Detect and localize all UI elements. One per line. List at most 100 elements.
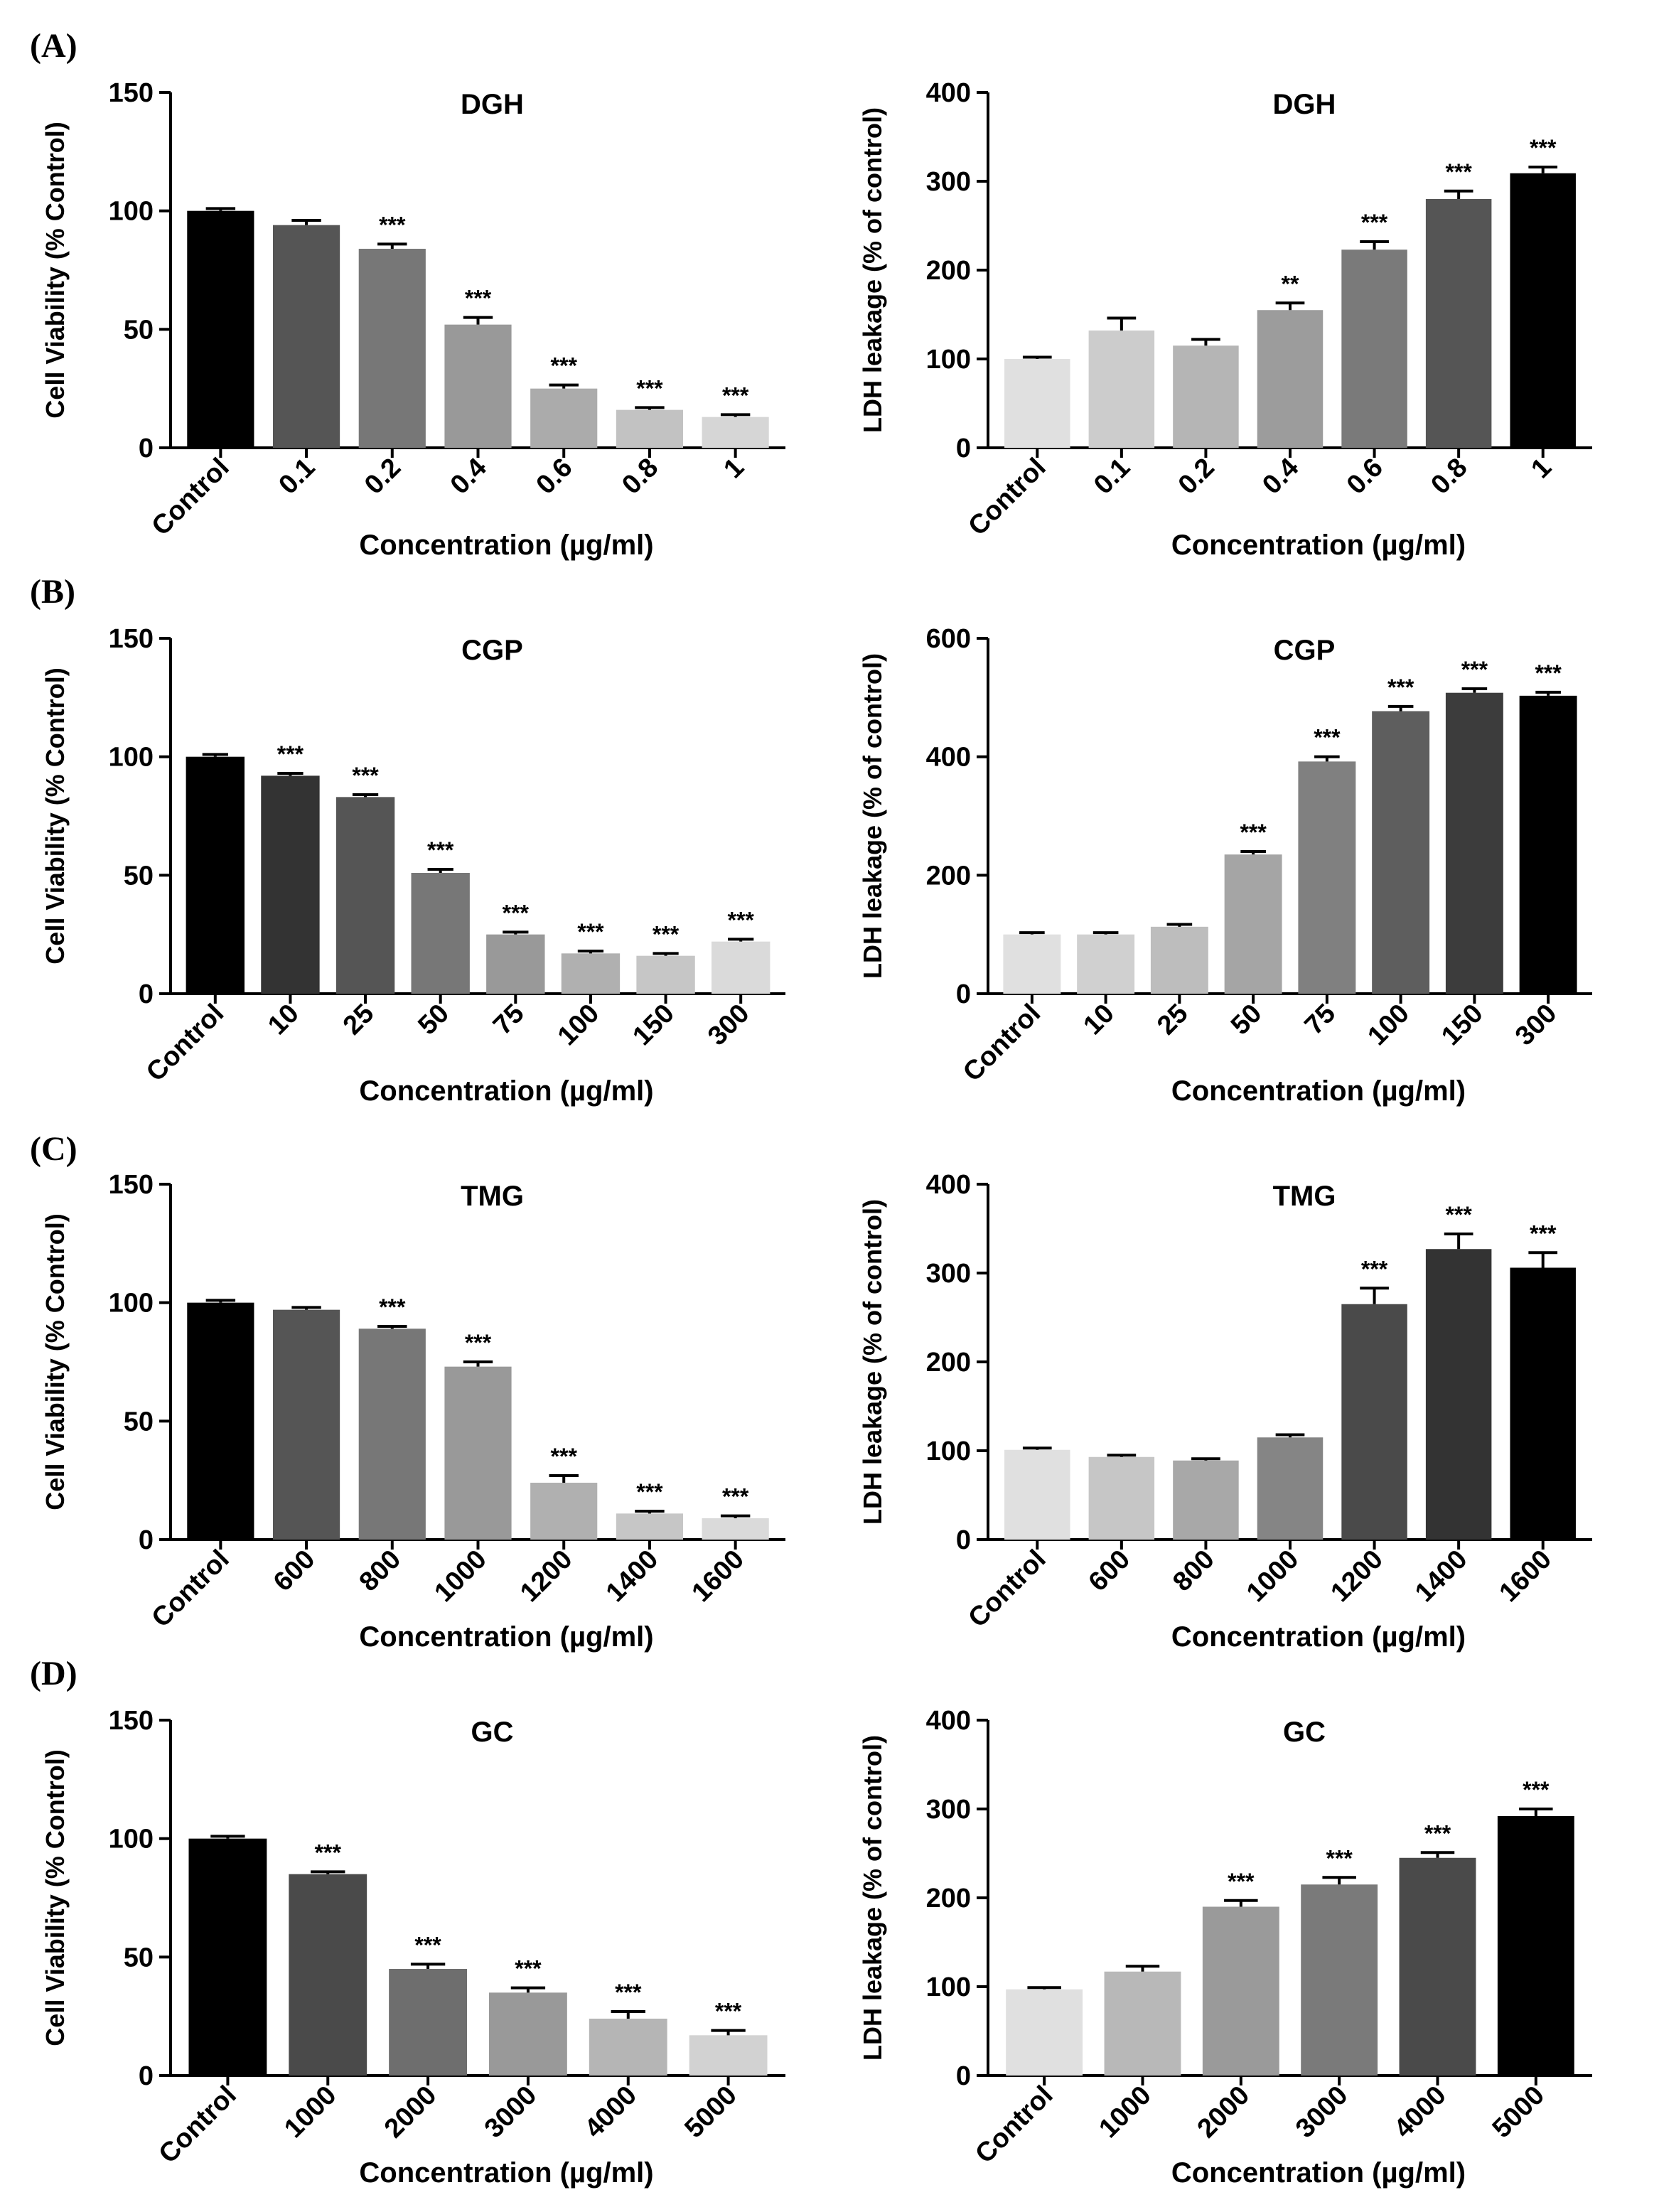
- error-bar: [1444, 189, 1473, 199]
- error-bar: [427, 868, 453, 873]
- y-tick-label: 200: [926, 1348, 971, 1378]
- error-bar: [635, 406, 665, 410]
- x-axis-label: Concentration (µg/ml): [1171, 1075, 1466, 1107]
- error-bar: [1535, 690, 1561, 696]
- bar: [358, 249, 426, 448]
- bar: [1301, 1884, 1378, 2076]
- x-tick-label: 0.4: [445, 453, 493, 500]
- error-bar: [1022, 1446, 1052, 1450]
- chart-5: 0 50 100 150 Cell Viability (% Control) TMG Co…: [41, 1170, 785, 1653]
- bar: [1088, 1456, 1155, 1540]
- y-tick-label: 0: [139, 1525, 154, 1555]
- y-tick-label: 100: [926, 1437, 971, 1466]
- bar: [1519, 695, 1577, 994]
- error-bar: [1519, 1808, 1553, 1816]
- x-tick-label: 150: [1436, 999, 1489, 1052]
- bar: [1257, 310, 1324, 448]
- significance-label: ***: [551, 1444, 578, 1469]
- x-tick-label: 1000: [1093, 2081, 1156, 2144]
- y-tick-label: 0: [139, 2061, 154, 2091]
- y-tick-label: 50: [124, 1407, 154, 1437]
- chart-title: DGH: [461, 89, 524, 120]
- error-bar: [720, 413, 751, 417]
- bar: [561, 953, 621, 994]
- chart-6: 0 100 200 300 400 LDH leakage (% of control) T…: [858, 1170, 1592, 1653]
- y-tick-label: 400: [926, 1706, 971, 1736]
- y-axis-label: Cell Viability (% Control): [41, 667, 70, 964]
- x-tick-label: 75: [1299, 999, 1342, 1041]
- x-tick-label: Control: [146, 1545, 235, 1633]
- bar: [187, 1302, 254, 1540]
- x-axis-label: Concentration (µg/ml): [359, 2157, 653, 2189]
- chart-title: TMG: [461, 1181, 524, 1212]
- error-bar: [205, 1299, 236, 1303]
- y-tick-label: 200: [926, 256, 971, 286]
- bar: [272, 1309, 340, 1540]
- significance-label: ***: [636, 1479, 663, 1505]
- error-bar: [1275, 1433, 1305, 1438]
- error-bar: [1107, 316, 1137, 331]
- x-tick-label: 1000: [279, 2081, 342, 2144]
- y-axis-label: Cell Viability (% Control): [41, 1749, 70, 2046]
- error-bar: [1191, 1457, 1220, 1461]
- y-tick-label: 50: [124, 861, 154, 891]
- bar: [272, 225, 340, 448]
- x-tick-label: 600: [1083, 1545, 1137, 1598]
- significance-label: ***: [1530, 1220, 1557, 1246]
- error-bar: [1528, 166, 1558, 173]
- bar: [1224, 854, 1282, 994]
- y-axis-label: Cell Viability (% Control): [41, 1213, 70, 1510]
- y-tick-label: 600: [926, 624, 971, 654]
- error-bar: [510, 1986, 546, 1993]
- x-axis-label: Concentration (µg/ml): [1171, 2157, 1466, 2189]
- significance-label: ***: [1461, 657, 1488, 682]
- significance-label: ***: [1240, 820, 1267, 845]
- x-tick-label: 300: [1510, 999, 1563, 1052]
- x-tick-label: 0.6: [531, 453, 579, 500]
- bar: [486, 934, 545, 994]
- significance-label: ***: [1445, 1202, 1472, 1228]
- y-tick-label: 300: [926, 1259, 971, 1289]
- bar: [444, 324, 512, 448]
- bar: [589, 2019, 667, 2076]
- x-tick-label: 50: [412, 999, 455, 1041]
- error-bar: [635, 1510, 665, 1514]
- significance-label: ***: [1361, 1256, 1388, 1282]
- significance-label: ***: [379, 1294, 406, 1320]
- x-tick-label: 10: [1078, 999, 1120, 1041]
- error-bar: [1019, 931, 1045, 935]
- error-bar: [410, 1963, 446, 1969]
- chart-title: GC: [1283, 1717, 1326, 1748]
- y-tick-label: 0: [956, 434, 971, 463]
- error-bar: [728, 938, 754, 942]
- panel-labels: (A) (B) (C) (D): [30, 27, 77, 1692]
- error-bar: [1240, 850, 1266, 855]
- significance-label: ***: [1530, 135, 1557, 161]
- bar: [444, 1366, 512, 1540]
- chart-title: CGP: [1274, 635, 1336, 666]
- significance-label: ***: [1361, 210, 1388, 235]
- bar: [1006, 1989, 1083, 2076]
- x-tick-label: 0.2: [359, 453, 407, 500]
- bar: [1173, 345, 1239, 448]
- y-tick-label: 100: [926, 1972, 971, 2002]
- error-bar: [1528, 1251, 1558, 1268]
- significance-label: ***: [615, 1980, 642, 2005]
- significance-label: ***: [636, 375, 663, 401]
- error-bar: [549, 383, 579, 389]
- error-bar: [1092, 931, 1119, 935]
- error-bar: [1191, 338, 1220, 346]
- bar: [289, 1874, 367, 2076]
- y-tick-label: 150: [109, 624, 154, 654]
- error-bar: [1461, 687, 1488, 693]
- significance-label: ***: [1445, 159, 1472, 185]
- y-tick-label: 0: [956, 979, 971, 1009]
- x-tick-label: 100: [1362, 999, 1415, 1052]
- bar: [358, 1328, 426, 1540]
- error-bar: [377, 1325, 407, 1329]
- error-bar: [611, 2010, 645, 2019]
- x-tick-label: 0.2: [1173, 453, 1220, 500]
- significance-label: ***: [465, 1330, 492, 1355]
- bar: [1399, 1857, 1476, 2076]
- significance-label: ***: [277, 741, 304, 767]
